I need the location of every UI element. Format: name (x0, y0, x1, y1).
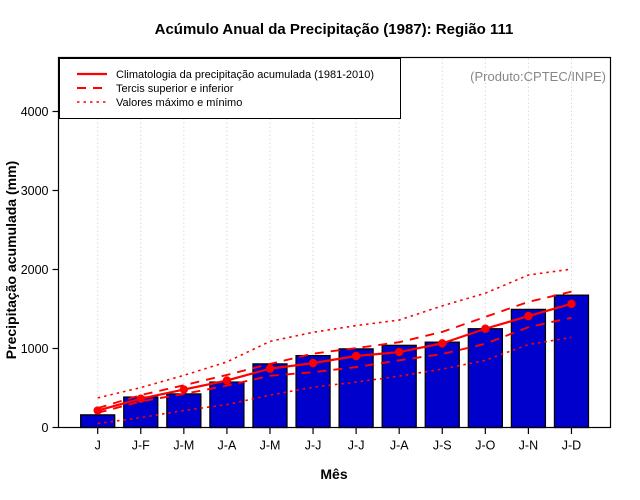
series-line-solid (97, 302, 572, 412)
y-tick-label: 3000 (21, 184, 49, 198)
bar (295, 354, 331, 429)
x-tick-label: J-D (562, 439, 581, 453)
climatology-marker (136, 394, 145, 403)
bar (166, 393, 202, 429)
climatology-marker (308, 358, 318, 368)
y-tick-label: 1000 (21, 342, 49, 356)
x-tick-label: J-O (475, 439, 495, 453)
x-tick-label: J-M (260, 439, 281, 453)
legend: Climatologia da precipitação acumulada (… (59, 58, 401, 119)
y-tick-label: 0 (42, 421, 49, 435)
bar-layer (80, 294, 590, 429)
x-axis-title: Mês (320, 466, 347, 482)
product-annotation: (Produto:CPTEC/INPE) (470, 69, 606, 84)
series-line-longdash (97, 316, 572, 414)
line-series-layer (93, 268, 576, 425)
x-tick-label: J-F (132, 439, 150, 453)
legend-border (59, 58, 401, 119)
gridline-layer (97, 58, 572, 427)
bar (381, 344, 417, 429)
x-tick-label: J-S (433, 439, 452, 453)
x-tick-label: J-A (218, 439, 237, 453)
x-tick-label: J (95, 439, 101, 453)
climatology-marker (179, 385, 189, 394)
bar (467, 328, 503, 429)
legend-label-climatology: Climatologia da precipitação acumulada (… (116, 69, 374, 81)
y-axis-title: Precipitação acumulada (mm) (3, 161, 19, 359)
axis-layer: 0 1000 2000 3000 4000 J J-F J-M J-A J-M J-J J-J J-A J… (21, 105, 582, 453)
climatology-marker (481, 324, 490, 333)
climatology-marker (222, 376, 232, 385)
bar (252, 363, 288, 429)
climatology-marker (265, 364, 275, 373)
bar (80, 414, 116, 429)
climatology-marker (567, 299, 576, 309)
bar (338, 348, 374, 429)
y-tick-label: 2000 (21, 263, 49, 277)
legend-label-maxmin: Valores máximo e mínimo (116, 97, 242, 109)
series-line-dotted (97, 336, 572, 425)
chart-title: Acúmulo Anual da Precipitação (1987): Re… (155, 21, 514, 38)
x-tick-label: J-M (173, 439, 194, 453)
legend-label-terciles: Tercis superior e inferior (116, 83, 234, 95)
x-tick-label: J-J (305, 439, 322, 453)
climatology-marker (351, 351, 361, 361)
x-tick-label: J-N (519, 439, 538, 453)
climatology-marker (394, 347, 404, 357)
climatology-marker (438, 339, 447, 348)
y-tick-label: 4000 (21, 105, 49, 119)
series-line-dotted (97, 268, 572, 399)
climatology-marker (524, 311, 533, 321)
plot-border (57, 56, 612, 429)
bar (510, 308, 547, 429)
bar (553, 294, 590, 429)
x-tick-label: J-A (390, 439, 409, 453)
series-line-longdash (97, 290, 572, 410)
x-tick-label: J-J (348, 439, 365, 453)
